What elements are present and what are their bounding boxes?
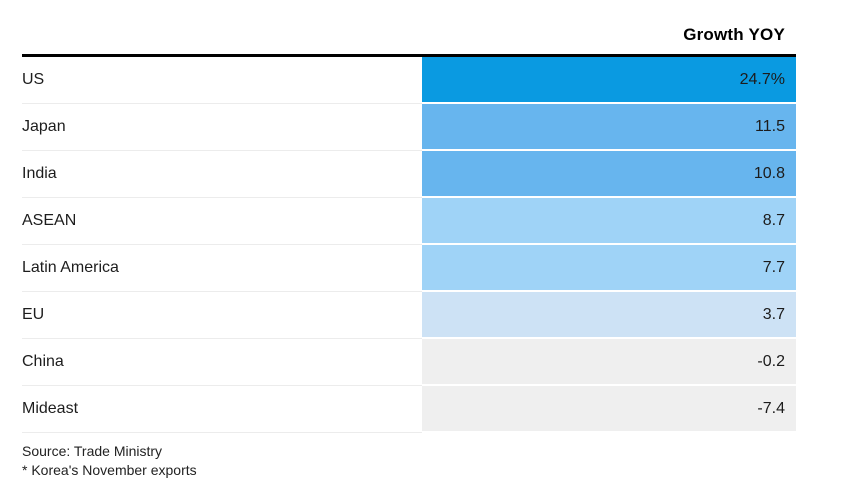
row-bar: 3.7 [422, 292, 796, 339]
row-label: China [22, 339, 422, 386]
row-label: EU [22, 292, 422, 339]
row-bar: 10.8 [422, 151, 796, 198]
row-bar: -7.4 [422, 386, 796, 433]
row-bar: 11.5 [422, 104, 796, 151]
value-column-header: Growth YOY [683, 25, 785, 44]
table-row: Mideast -7.4 [22, 386, 796, 433]
chart-footer: Source: Trade Ministry * Korea's Novembe… [22, 442, 197, 480]
growth-table-chart: Growth YOY US 24.7% Japan 11.5 India 10.… [22, 0, 796, 433]
row-label: US [22, 57, 422, 104]
table-row: EU 3.7 [22, 292, 796, 339]
source-text: Source: Trade Ministry [22, 443, 163, 459]
footnote-text: * Korea's November exports [22, 462, 197, 478]
table-row: Japan 11.5 [22, 104, 796, 151]
row-label: Japan [22, 104, 422, 151]
table-row: US 24.7% [22, 57, 796, 104]
row-bar: 24.7% [422, 57, 796, 104]
table-rows: US 24.7% Japan 11.5 India 10.8 ASEAN 8.7… [22, 54, 796, 433]
table-row: Latin America 7.7 [22, 245, 796, 292]
table-row: ASEAN 8.7 [22, 198, 796, 245]
row-label: India [22, 151, 422, 198]
table-row: India 10.8 [22, 151, 796, 198]
row-label: Mideast [22, 386, 422, 433]
row-bar: 7.7 [422, 245, 796, 292]
table-row: China -0.2 [22, 339, 796, 386]
row-label: Latin America [22, 245, 422, 292]
row-bar: 8.7 [422, 198, 796, 245]
row-label: ASEAN [22, 198, 422, 245]
row-bar: -0.2 [422, 339, 796, 386]
